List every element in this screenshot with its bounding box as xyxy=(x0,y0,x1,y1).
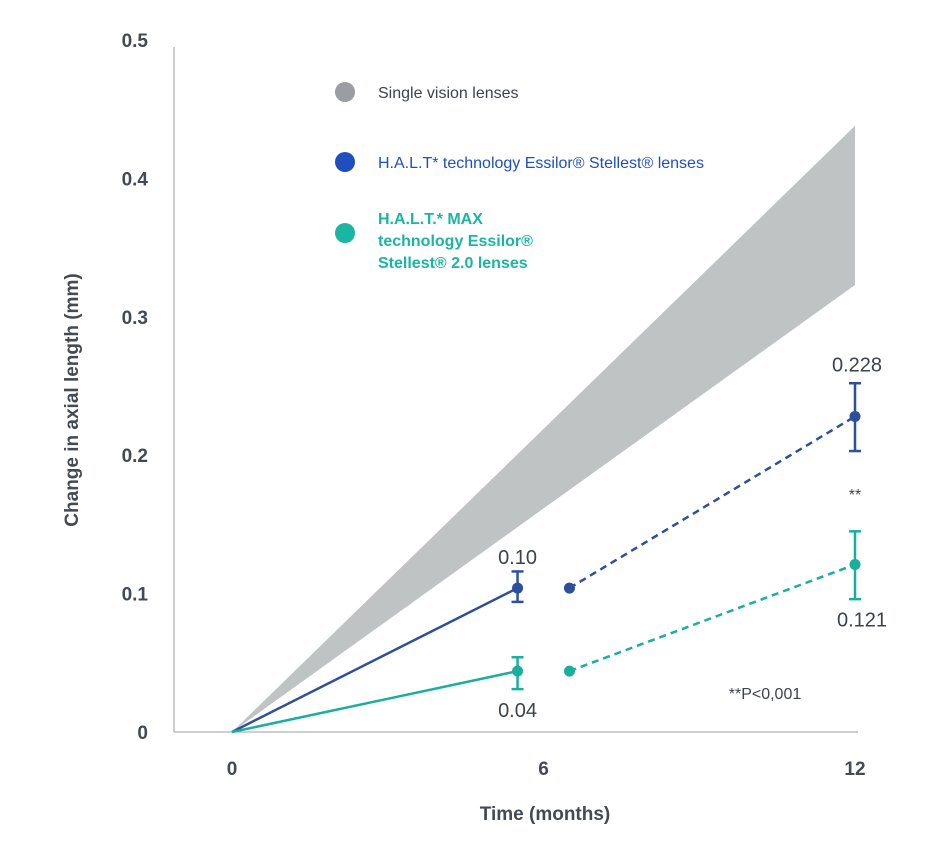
y-tick-label-4: 0.4 xyxy=(122,169,149,190)
y-tick-label-5: 0.5 xyxy=(122,31,149,52)
footnote: **P<0,001 xyxy=(729,686,802,703)
legend-marker-halt-max xyxy=(335,223,355,243)
series-0-point-0 xyxy=(512,582,524,594)
series-0 xyxy=(231,381,861,734)
x-tick-label-0: 0 xyxy=(227,759,238,780)
legend-label-halt-max-line-1: H.A.L.T.* MAX xyxy=(378,211,483,228)
y-tick-label-0: 0 xyxy=(137,723,148,744)
series-0-dashed-line xyxy=(568,415,856,590)
labels-layer: 0.10 0.228 0.04 0.121 xyxy=(498,354,887,722)
series-0-data-label-0: 0.10 xyxy=(498,547,537,569)
series-1-data-label-0: 0.04 xyxy=(498,700,537,722)
x-axis-title: Time (months) xyxy=(480,804,611,825)
series-1-solid-line xyxy=(231,669,518,734)
x-tick-label-2: 12 xyxy=(844,759,865,780)
series-0-solid-line xyxy=(231,586,519,734)
x-tick-label-1: 6 xyxy=(538,759,549,780)
legend-marker-single-vision xyxy=(335,82,355,102)
legend-label-halt-max-line-2: technology Essilor® xyxy=(378,233,533,250)
series-0-point-start-dashed xyxy=(563,582,575,594)
single-vision-band xyxy=(232,125,855,733)
band-layer xyxy=(232,125,855,733)
ticks-layer: 0 0.1 0.2 0.3 0.4 0.5 0 6 12 xyxy=(122,31,866,780)
y-tick-label-3: 0.3 xyxy=(122,308,148,329)
legend-label-halt-max: H.A.L.T.* MAX technology Essilor® Stelle… xyxy=(378,211,537,272)
series-0-point-1 xyxy=(849,410,861,422)
series-1-point-start-dashed xyxy=(563,665,575,677)
legend-label-single-vision: Single vision lenses xyxy=(378,85,519,102)
series-1-dashed-line xyxy=(569,563,856,673)
legend: Single vision lenses H.A.L.T* technology… xyxy=(335,82,704,272)
y-axis-title: Change in axial length (mm) xyxy=(62,273,83,526)
legend-label-halt: H.A.L.T* technology Essilor® Stellest® l… xyxy=(378,155,704,172)
series-1-point-1 xyxy=(849,559,861,571)
legend-marker-halt xyxy=(335,152,355,172)
series-1 xyxy=(231,530,861,734)
series-0-data-label-1: 0.228 xyxy=(832,354,882,376)
y-tick-label-1: 0.1 xyxy=(122,585,149,606)
series-1-point-0 xyxy=(512,665,524,677)
significance-marker: ** xyxy=(849,487,861,504)
series-1-data-label-1: 0.121 xyxy=(837,610,887,632)
legend-label-halt-max-line-3: Stellest® 2.0 lenses xyxy=(378,255,528,272)
y-tick-label-2: 0.2 xyxy=(122,446,148,467)
axes xyxy=(173,47,858,733)
series-layer xyxy=(231,381,861,734)
